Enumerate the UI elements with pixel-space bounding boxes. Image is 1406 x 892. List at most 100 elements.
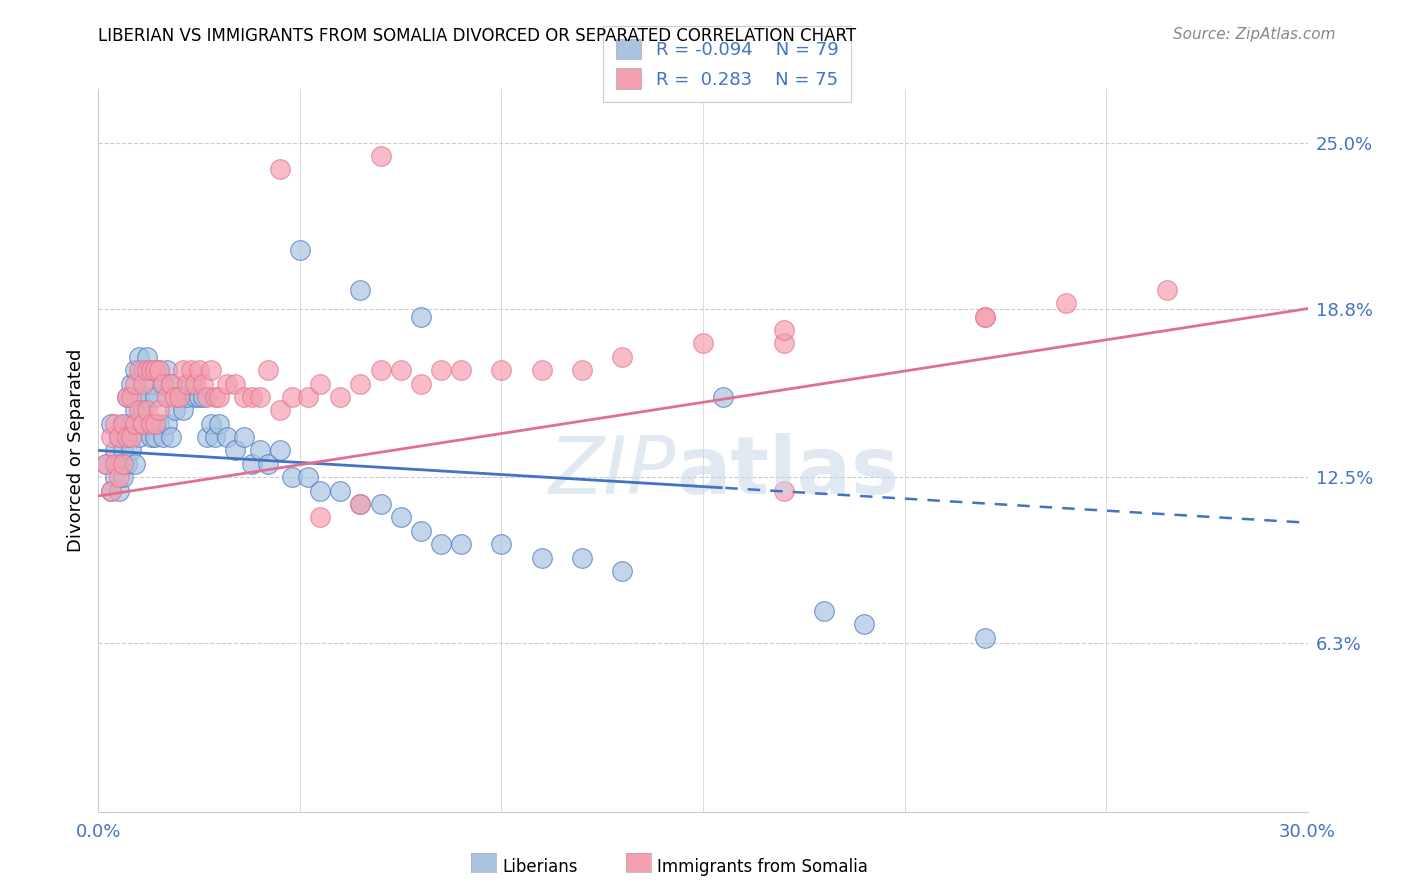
- Point: [120, 390, 142, 404]
- Point: [156, 363, 179, 377]
- Point: [124, 403, 146, 417]
- Point: [269, 162, 291, 177]
- Point: [156, 390, 179, 404]
- Point: [409, 524, 432, 538]
- Point: [103, 457, 125, 471]
- Point: [188, 363, 211, 377]
- Point: [430, 363, 453, 377]
- Point: [115, 430, 138, 444]
- Point: [184, 390, 207, 404]
- Point: [152, 430, 174, 444]
- Point: [135, 403, 157, 417]
- Point: [204, 430, 226, 444]
- Point: [176, 390, 198, 404]
- Point: [772, 323, 794, 337]
- Point: [491, 537, 513, 551]
- Point: [1054, 296, 1077, 310]
- Point: [128, 363, 150, 377]
- Point: [409, 310, 432, 324]
- Point: [491, 363, 513, 377]
- Point: [974, 631, 997, 645]
- Point: [232, 430, 254, 444]
- Point: [120, 430, 142, 444]
- Point: [143, 390, 166, 404]
- Y-axis label: Divorced or Separated: Divorced or Separated: [66, 349, 84, 552]
- Point: [115, 390, 138, 404]
- Point: [111, 443, 134, 458]
- Point: [167, 390, 190, 404]
- Point: [115, 430, 138, 444]
- Point: [132, 363, 155, 377]
- Point: [139, 376, 162, 391]
- Point: [139, 363, 162, 377]
- Point: [120, 417, 142, 431]
- Point: [329, 483, 352, 498]
- Point: [128, 403, 150, 417]
- Point: [100, 417, 122, 431]
- Point: [450, 537, 472, 551]
- Point: [200, 417, 222, 431]
- Text: LIBERIAN VS IMMIGRANTS FROM SOMALIA DIVORCED OR SEPARATED CORRELATION CHART: LIBERIAN VS IMMIGRANTS FROM SOMALIA DIVO…: [98, 27, 856, 45]
- Point: [167, 390, 190, 404]
- Point: [813, 604, 835, 618]
- Point: [111, 457, 134, 471]
- Point: [107, 430, 129, 444]
- Point: [160, 430, 183, 444]
- Point: [193, 376, 215, 391]
- Point: [132, 376, 155, 391]
- Point: [103, 470, 125, 484]
- Point: [240, 457, 263, 471]
- Point: [571, 363, 593, 377]
- Point: [240, 390, 263, 404]
- Point: [430, 537, 453, 551]
- Point: [128, 350, 150, 364]
- Point: [974, 310, 997, 324]
- Point: [450, 363, 472, 377]
- Point: [160, 376, 183, 391]
- Point: [409, 376, 432, 391]
- Point: [195, 430, 218, 444]
- Point: [200, 363, 222, 377]
- Point: [139, 417, 162, 431]
- Point: [288, 243, 311, 257]
- Point: [111, 470, 134, 484]
- Point: [143, 363, 166, 377]
- Point: [111, 417, 134, 431]
- Point: [370, 363, 392, 377]
- Point: [163, 390, 186, 404]
- Point: [107, 470, 129, 484]
- Point: [249, 390, 271, 404]
- Point: [148, 363, 170, 377]
- Point: [208, 417, 231, 431]
- Point: [124, 363, 146, 377]
- Point: [692, 336, 714, 351]
- Point: [176, 376, 198, 391]
- Point: [148, 417, 170, 431]
- Point: [180, 363, 202, 377]
- Point: [349, 376, 371, 391]
- Point: [349, 497, 371, 511]
- Point: [100, 483, 122, 498]
- Point: [103, 417, 125, 431]
- Point: [139, 430, 162, 444]
- Point: [389, 510, 412, 524]
- Point: [204, 390, 226, 404]
- Point: [370, 497, 392, 511]
- Point: [772, 483, 794, 498]
- Point: [132, 403, 155, 417]
- Point: [256, 363, 278, 377]
- Point: [309, 510, 332, 524]
- Point: [309, 376, 332, 391]
- Point: [96, 457, 118, 471]
- Point: [135, 350, 157, 364]
- Text: atlas: atlas: [676, 434, 900, 511]
- Point: [389, 363, 412, 377]
- Point: [370, 149, 392, 163]
- Point: [188, 390, 211, 404]
- Point: [124, 417, 146, 431]
- Point: [152, 376, 174, 391]
- Point: [711, 390, 734, 404]
- Point: [148, 403, 170, 417]
- Point: [107, 457, 129, 471]
- Point: [143, 417, 166, 431]
